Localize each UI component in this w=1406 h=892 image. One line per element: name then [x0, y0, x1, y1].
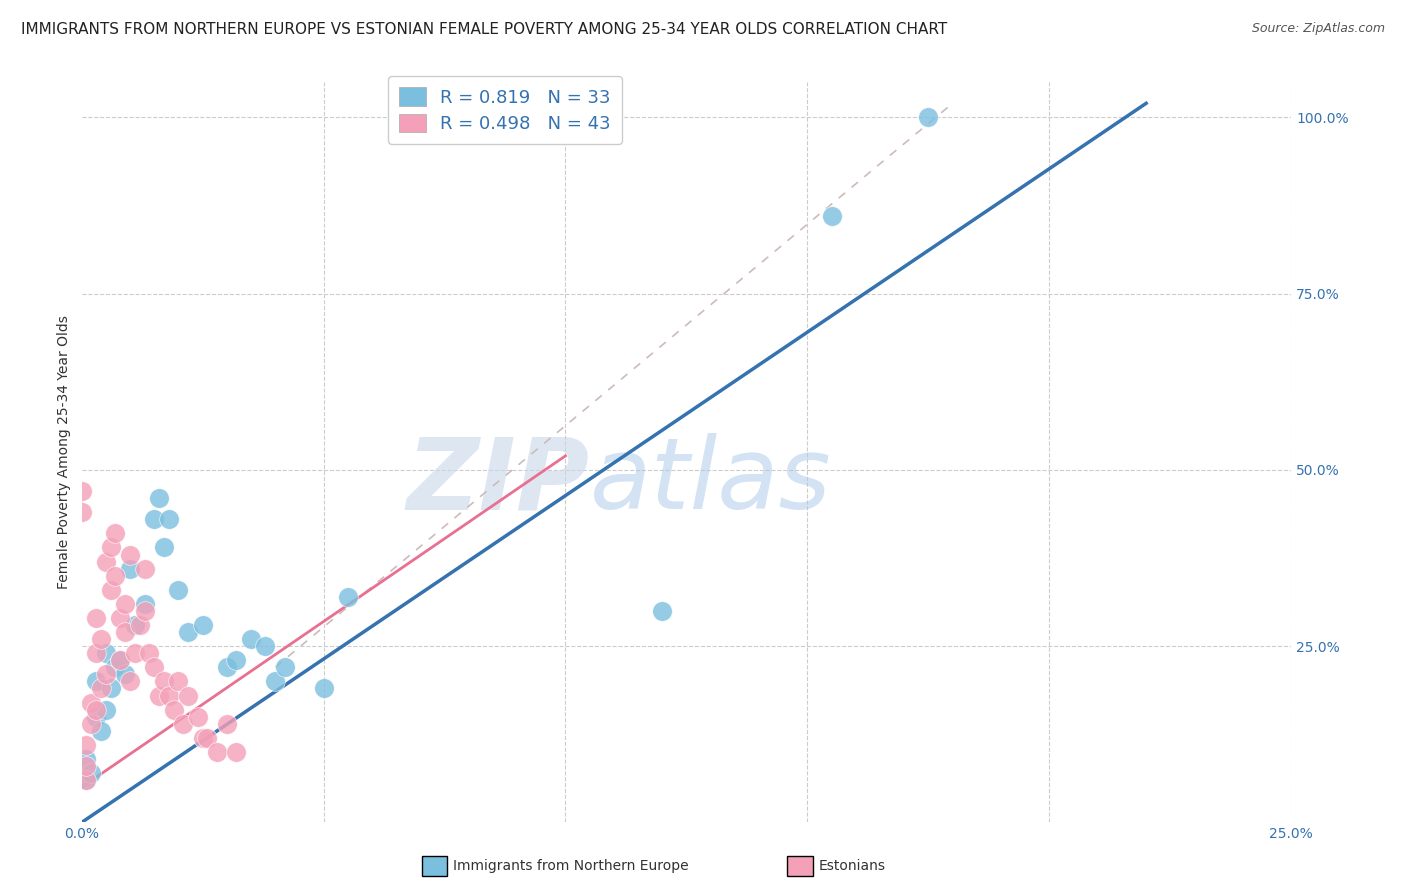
Point — [162, 703, 184, 717]
Text: Source: ZipAtlas.com: Source: ZipAtlas.com — [1251, 22, 1385, 36]
Point — [274, 660, 297, 674]
Point — [336, 590, 359, 604]
Point — [90, 681, 112, 696]
Point — [110, 611, 132, 625]
Point — [172, 716, 194, 731]
Point — [104, 660, 127, 674]
Point — [114, 625, 136, 640]
Point — [84, 646, 107, 660]
Point — [84, 703, 107, 717]
Point — [84, 674, 107, 689]
Point — [100, 681, 122, 696]
Point — [75, 773, 97, 788]
Point — [80, 716, 103, 731]
Point — [110, 653, 132, 667]
Point — [104, 526, 127, 541]
Point — [75, 738, 97, 752]
Point — [197, 731, 219, 745]
Point — [70, 505, 93, 519]
Point — [110, 653, 132, 667]
Point — [177, 689, 200, 703]
Point — [264, 674, 287, 689]
Point — [114, 667, 136, 681]
Point — [118, 561, 141, 575]
Point — [205, 745, 228, 759]
Point — [153, 541, 176, 555]
Point — [128, 618, 150, 632]
Point — [917, 111, 939, 125]
Point — [118, 548, 141, 562]
Point — [138, 646, 160, 660]
Legend: R = 0.819   N = 33, R = 0.498   N = 43: R = 0.819 N = 33, R = 0.498 N = 43 — [388, 77, 621, 144]
Point — [187, 709, 209, 723]
Point — [75, 773, 97, 788]
Point — [75, 752, 97, 766]
Point — [191, 618, 214, 632]
Point — [148, 689, 170, 703]
Point — [143, 512, 166, 526]
Point — [312, 681, 335, 696]
Point — [157, 689, 180, 703]
Point — [84, 611, 107, 625]
Point — [239, 632, 262, 647]
Point — [215, 716, 238, 731]
Point — [90, 632, 112, 647]
Point — [100, 541, 122, 555]
Point — [134, 604, 156, 618]
Point — [167, 674, 190, 689]
Text: atlas: atlas — [589, 434, 831, 531]
Point — [148, 491, 170, 505]
Point — [134, 561, 156, 575]
Text: ZIP: ZIP — [406, 434, 589, 531]
Point — [820, 209, 842, 223]
Point — [94, 646, 117, 660]
Text: IMMIGRANTS FROM NORTHERN EUROPE VS ESTONIAN FEMALE POVERTY AMONG 25-34 YEAR OLDS: IMMIGRANTS FROM NORTHERN EUROPE VS ESTON… — [21, 22, 948, 37]
Point — [124, 646, 146, 660]
Point — [84, 709, 107, 723]
Point — [177, 625, 200, 640]
Point — [254, 639, 277, 653]
Y-axis label: Female Poverty Among 25-34 Year Olds: Female Poverty Among 25-34 Year Olds — [58, 316, 72, 590]
Point — [100, 582, 122, 597]
Point — [94, 703, 117, 717]
Point — [80, 696, 103, 710]
Point — [191, 731, 214, 745]
Text: Immigrants from Northern Europe: Immigrants from Northern Europe — [453, 859, 689, 873]
Text: Estonians: Estonians — [818, 859, 886, 873]
Point — [651, 604, 673, 618]
Point — [153, 674, 176, 689]
Point — [118, 674, 141, 689]
Point — [225, 653, 247, 667]
Point — [143, 660, 166, 674]
Point — [94, 555, 117, 569]
Point — [114, 597, 136, 611]
Point — [157, 512, 180, 526]
Point — [90, 723, 112, 738]
Point — [75, 759, 97, 773]
Point — [134, 597, 156, 611]
Point — [225, 745, 247, 759]
Point — [124, 618, 146, 632]
Point — [167, 582, 190, 597]
Point — [94, 667, 117, 681]
Point — [104, 568, 127, 582]
Point — [215, 660, 238, 674]
Point — [70, 484, 93, 499]
Point — [80, 766, 103, 780]
